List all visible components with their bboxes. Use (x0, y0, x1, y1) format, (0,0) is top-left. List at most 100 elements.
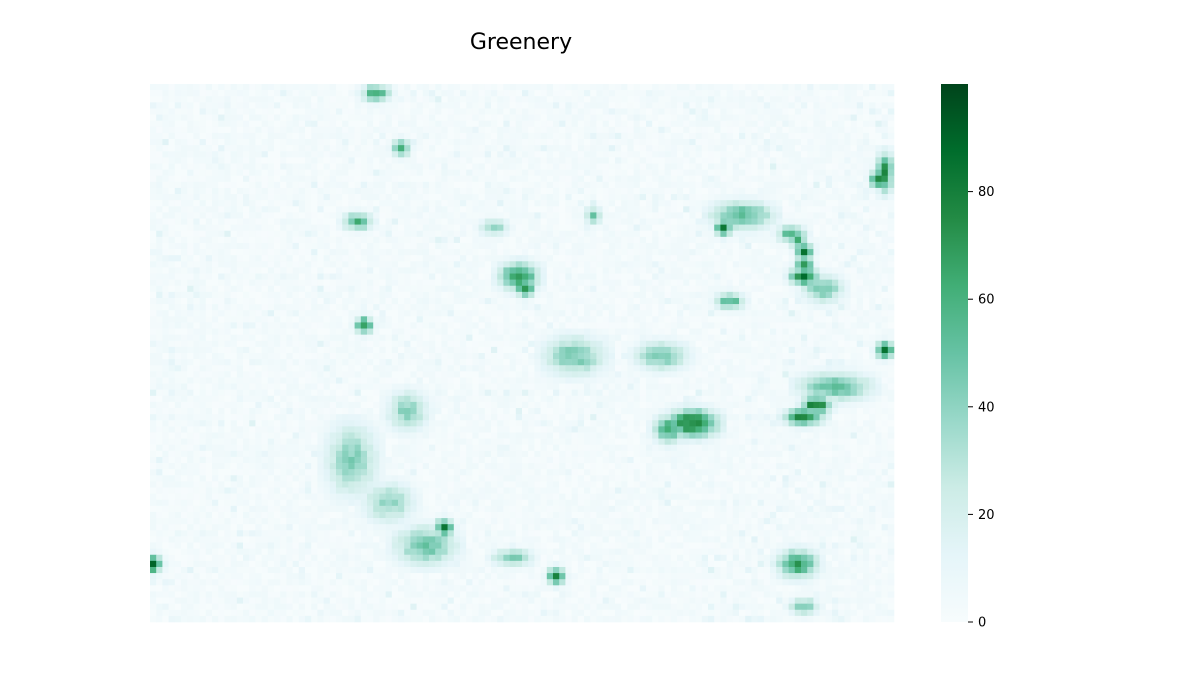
heatmap-cell (571, 297, 579, 305)
heatmap-cell (726, 310, 734, 317)
heatmap-cell (255, 175, 262, 183)
heatmap-cell (323, 181, 331, 189)
heatmap-cell (329, 157, 337, 164)
heatmap-cell (553, 145, 560, 152)
heatmap-cell (794, 316, 802, 323)
heatmap-cell (590, 273, 597, 280)
heatmap-cell (807, 114, 814, 121)
heatmap-cell (243, 279, 250, 287)
heatmap-cell (832, 181, 839, 189)
heatmap-cell (280, 304, 287, 311)
heatmap-cell (739, 291, 746, 299)
heatmap-cell (584, 267, 591, 274)
heatmap-cell (429, 181, 436, 189)
heatmap-cell (720, 304, 727, 311)
heatmap-cell (205, 224, 213, 232)
heatmap-cell (174, 242, 182, 250)
heatmap-cell (274, 102, 281, 109)
heatmap-cell (639, 224, 647, 232)
heatmap-cell (633, 175, 641, 183)
heatmap-cell (608, 230, 616, 238)
heatmap-cell (373, 145, 380, 152)
heatmap-cell (807, 90, 814, 97)
heatmap-cell (435, 181, 442, 189)
heatmap-cell (515, 249, 523, 256)
heatmap-cell (298, 310, 306, 317)
heatmap-cell (422, 297, 430, 305)
heatmap-cell (522, 175, 529, 183)
heatmap-cell (708, 96, 715, 103)
heatmap-cell (323, 132, 331, 140)
heatmap-cell (236, 120, 244, 128)
heatmap-cell (360, 242, 368, 250)
heatmap-cell (813, 175, 820, 183)
heatmap-cell (794, 206, 802, 213)
heatmap-cell (590, 96, 597, 103)
heatmap-cell (249, 322, 256, 329)
heatmap-cell (367, 194, 374, 201)
heatmap-cell (819, 316, 827, 323)
heatmap-cell (745, 108, 752, 115)
heatmap-cell (236, 200, 244, 207)
heatmap-cell (801, 297, 808, 305)
heatmap-cell (373, 261, 380, 268)
heatmap-cell (875, 90, 882, 97)
heatmap-cell (776, 151, 783, 158)
heatmap-cell (497, 187, 504, 195)
heatmap-cell (212, 297, 219, 305)
heatmap-cell (280, 334, 287, 342)
heatmap-cell (187, 218, 194, 225)
heatmap-cell (398, 187, 405, 195)
heatmap-cell (422, 181, 430, 189)
heatmap-cell (156, 273, 163, 280)
heatmap-cell (850, 96, 858, 103)
heatmap-cell (267, 242, 275, 250)
heatmap-cell (404, 261, 411, 268)
heatmap-cell (714, 194, 721, 201)
heatmap-cell (832, 126, 839, 134)
heatmap-cell (782, 163, 789, 170)
heatmap-cell (683, 187, 690, 195)
heatmap-cell (286, 175, 293, 183)
heatmap-cell (286, 267, 293, 274)
heatmap-cell (329, 304, 337, 311)
heatmap-cell (701, 194, 709, 201)
heatmap-cell (484, 145, 492, 152)
heatmap-cell (584, 126, 591, 134)
heatmap-cell (832, 212, 839, 219)
heatmap-cell (193, 285, 200, 293)
heatmap-cell (683, 291, 690, 299)
heatmap-cell (720, 163, 727, 170)
heatmap-cell (255, 273, 262, 280)
heatmap-cell (218, 194, 225, 201)
heatmap-cell (422, 334, 430, 342)
heatmap-cell (757, 145, 765, 152)
heatmap-cell (757, 102, 765, 109)
heatmap-cell (819, 175, 827, 183)
heatmap-cell (695, 90, 703, 97)
heatmap-cell (255, 279, 262, 287)
heatmap-cell (726, 181, 734, 189)
heatmap-cell (739, 279, 746, 287)
heatmap-cell (243, 90, 250, 97)
heatmap-cell (633, 194, 641, 201)
heatmap-cell (323, 279, 331, 287)
heatmap-cell (776, 90, 783, 97)
heatmap-cell (794, 273, 802, 280)
heatmap-cell (670, 126, 678, 134)
heatmap-cell (807, 304, 814, 311)
heatmap-cell (621, 236, 628, 244)
heatmap-cell (298, 102, 306, 109)
heatmap-cell (652, 169, 659, 176)
heatmap-cell (367, 90, 374, 97)
heatmap-cell (832, 194, 839, 201)
heatmap-cell (224, 108, 231, 115)
heatmap-cell (813, 187, 820, 195)
heatmap-cell (329, 108, 337, 115)
heatmap-cell (596, 120, 603, 128)
heatmap-cell (336, 157, 343, 164)
heatmap-cell (887, 291, 895, 299)
heatmap-cell (856, 310, 864, 317)
heatmap-cell (559, 267, 566, 274)
heatmap-cell (416, 261, 424, 268)
